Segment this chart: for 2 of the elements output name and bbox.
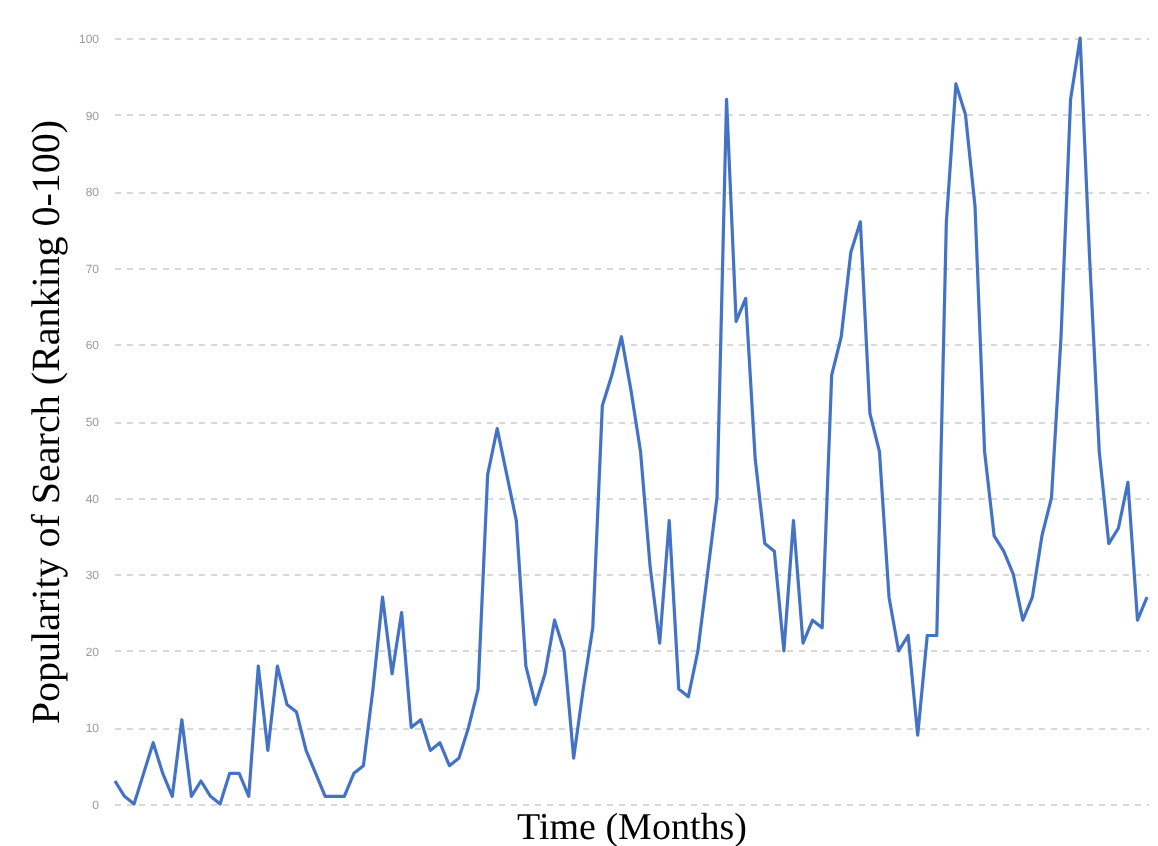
line-series <box>113 36 1149 806</box>
y-axis-title: Popularity of Search (Ranking 0-100) <box>24 119 69 725</box>
